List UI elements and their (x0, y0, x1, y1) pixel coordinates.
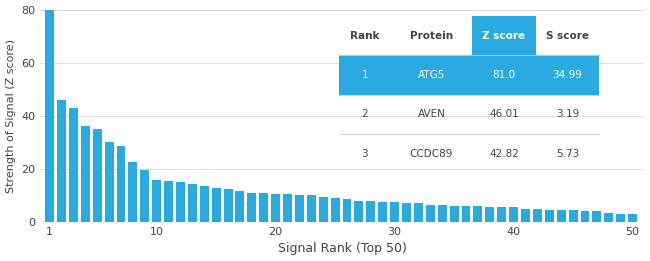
Bar (200, 186, 209, 222)
Text: Rank: Rank (350, 31, 380, 40)
Bar (592, 211, 601, 222)
Bar (212, 187, 220, 222)
X-axis label: Signal Rank (Top 50): Signal Rank (Top 50) (278, 242, 407, 256)
Bar (307, 195, 316, 222)
Bar (295, 195, 304, 222)
Text: 3.19: 3.19 (556, 109, 579, 119)
Text: AVEN: AVEN (417, 109, 445, 119)
Bar (426, 205, 435, 222)
Bar (188, 183, 197, 222)
Bar (105, 142, 114, 222)
Bar (521, 209, 530, 222)
Bar (509, 207, 518, 222)
Text: 46.01: 46.01 (489, 109, 519, 119)
Text: 42.82: 42.82 (489, 149, 519, 158)
Bar (69, 108, 78, 222)
Bar (497, 207, 506, 222)
Bar (354, 201, 363, 222)
Bar (569, 210, 578, 222)
Bar (248, 193, 256, 222)
Bar (628, 214, 637, 222)
Bar (283, 194, 292, 222)
Bar (93, 129, 101, 222)
FancyBboxPatch shape (391, 55, 472, 94)
Bar (343, 199, 352, 222)
Text: Z score: Z score (482, 31, 525, 40)
Bar (259, 193, 268, 222)
Text: CCDC89: CCDC89 (410, 149, 453, 158)
Text: 2: 2 (361, 109, 369, 119)
Text: 5.73: 5.73 (556, 149, 579, 158)
Bar (81, 126, 90, 222)
Bar (462, 206, 471, 222)
Bar (164, 181, 173, 222)
Bar (378, 202, 387, 222)
Text: 1: 1 (361, 70, 369, 80)
Bar (450, 206, 458, 222)
Bar (616, 214, 625, 222)
FancyBboxPatch shape (472, 55, 536, 94)
Bar (486, 207, 494, 222)
Bar (235, 192, 244, 222)
Bar (152, 180, 161, 222)
FancyBboxPatch shape (536, 55, 599, 94)
Bar (57, 100, 66, 222)
Text: 34.99: 34.99 (552, 70, 582, 80)
Text: 81.0: 81.0 (492, 70, 515, 80)
Text: S score: S score (546, 31, 589, 40)
Text: Protein: Protein (410, 31, 453, 40)
FancyBboxPatch shape (339, 55, 391, 94)
Bar (318, 197, 328, 222)
Bar (331, 198, 339, 222)
Bar (402, 203, 411, 222)
Bar (140, 170, 150, 222)
Bar (176, 182, 185, 222)
Bar (545, 210, 554, 222)
Bar (129, 162, 137, 222)
Bar (116, 146, 125, 222)
Y-axis label: Strength of Signal (Z score): Strength of Signal (Z score) (6, 39, 16, 193)
Bar (580, 211, 590, 222)
FancyBboxPatch shape (472, 16, 536, 55)
Bar (224, 189, 233, 222)
Bar (533, 209, 542, 222)
Bar (473, 206, 482, 222)
Bar (437, 205, 447, 222)
Text: 3: 3 (361, 149, 369, 158)
Bar (414, 203, 423, 222)
Bar (45, 7, 54, 222)
Bar (556, 210, 566, 222)
Bar (604, 213, 613, 222)
Text: ATG5: ATG5 (418, 70, 445, 80)
Bar (271, 194, 280, 222)
Bar (367, 201, 375, 222)
Bar (390, 202, 399, 222)
